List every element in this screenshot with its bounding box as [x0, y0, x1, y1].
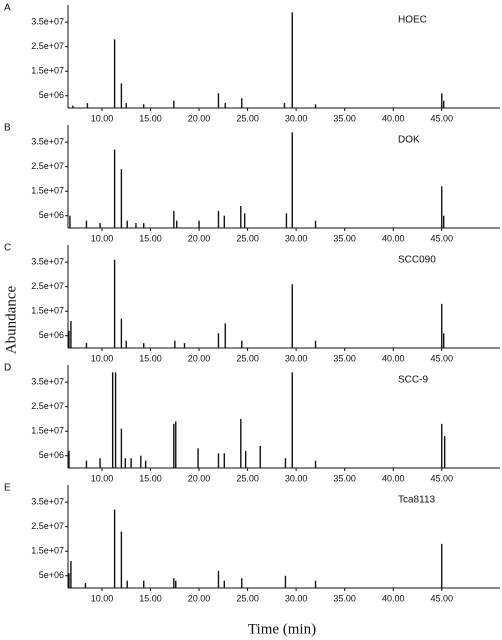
panel-label: D	[4, 363, 11, 374]
x-tick-label: 35.00	[333, 353, 356, 363]
y-tick-label: 2.5e+07	[31, 41, 64, 51]
x-tick-label: 20.00	[188, 473, 211, 483]
y-tick-label: 2.5e+07	[31, 161, 64, 171]
panel-title: HOEC	[398, 15, 427, 26]
x-tick-label: 40.00	[382, 233, 405, 243]
x-tick-label: 25.00	[236, 593, 259, 603]
x-tick-label: 25.00	[236, 473, 259, 483]
panel-title: Tca8113	[398, 495, 436, 506]
panel-title: SCC090	[398, 255, 436, 266]
x-tick-label: 35.00	[333, 473, 356, 483]
y-tick-label: 2.5e+07	[31, 281, 64, 291]
x-tick-label: 40.00	[382, 473, 405, 483]
y-tick-label: 5e+06	[39, 90, 64, 100]
y-tick-label: 2.5e+07	[31, 521, 64, 531]
x-tick-label: 35.00	[333, 113, 356, 123]
panel-title: DOK	[398, 135, 420, 146]
x-tick-label: 10.00	[91, 473, 114, 483]
x-tick-label: 30.00	[285, 233, 308, 243]
x-tick-label: 40.00	[382, 353, 405, 363]
x-tick-label: 40.00	[382, 113, 405, 123]
x-axis-label: Time (min)	[248, 621, 316, 637]
x-tick-label: 15.00	[139, 593, 162, 603]
y-tick-label: 1.5e+07	[31, 546, 64, 556]
y-tick-label: 3.5e+07	[31, 497, 64, 507]
x-tick-label: 40.00	[382, 593, 405, 603]
x-tick-label: 10.00	[91, 233, 114, 243]
panel-title: SCC-9	[398, 375, 428, 386]
x-tick-label: 25.00	[236, 113, 259, 123]
x-tick-label: 15.00	[139, 233, 162, 243]
x-tick-label: 30.00	[285, 593, 308, 603]
y-tick-label: 3.5e+07	[31, 137, 64, 147]
x-tick-label: 45.00	[430, 473, 453, 483]
x-tick-label: 45.00	[430, 113, 453, 123]
panel-label: E	[4, 483, 11, 494]
y-tick-label: 1.5e+07	[31, 426, 64, 436]
x-tick-label: 25.00	[236, 233, 259, 243]
x-tick-label: 30.00	[285, 113, 308, 123]
x-tick-label: 45.00	[430, 593, 453, 603]
y-tick-label: 1.5e+07	[31, 66, 64, 76]
y-tick-label: 3.5e+07	[31, 257, 64, 267]
y-tick-label: 3.5e+07	[31, 17, 64, 27]
x-tick-label: 20.00	[188, 593, 211, 603]
panel-label: C	[4, 243, 11, 254]
x-tick-label: 35.00	[333, 593, 356, 603]
x-tick-label: 15.00	[139, 473, 162, 483]
y-tick-label: 5e+06	[39, 330, 64, 340]
y-tick-label: 2.5e+07	[31, 401, 64, 411]
x-tick-label: 20.00	[188, 353, 211, 363]
x-tick-label: 20.00	[188, 113, 211, 123]
x-tick-label: 10.00	[91, 113, 114, 123]
y-tick-label: 1.5e+07	[31, 186, 64, 196]
x-tick-label: 35.00	[333, 233, 356, 243]
y-axis-label: Abundance	[3, 286, 19, 355]
x-tick-label: 15.00	[139, 353, 162, 363]
x-tick-label: 15.00	[139, 113, 162, 123]
panel-label: A	[4, 3, 11, 14]
y-tick-label: 5e+06	[39, 210, 64, 220]
x-tick-label: 45.00	[430, 353, 453, 363]
x-tick-label: 10.00	[91, 353, 114, 363]
x-tick-label: 20.00	[188, 233, 211, 243]
x-tick-label: 30.00	[285, 353, 308, 363]
x-tick-label: 30.00	[285, 473, 308, 483]
y-tick-label: 1.5e+07	[31, 306, 64, 316]
y-tick-label: 5e+06	[39, 570, 64, 580]
y-tick-label: 5e+06	[39, 450, 64, 460]
x-tick-label: 45.00	[430, 233, 453, 243]
x-tick-label: 25.00	[236, 353, 259, 363]
x-tick-label: 10.00	[91, 593, 114, 603]
y-tick-label: 3.5e+07	[31, 377, 64, 387]
panel-label: B	[4, 123, 11, 134]
